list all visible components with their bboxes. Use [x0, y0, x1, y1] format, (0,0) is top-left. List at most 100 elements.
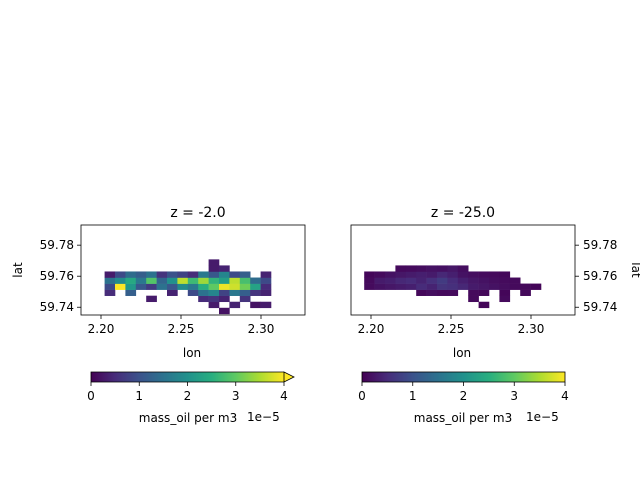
heatmap-cell	[250, 277, 261, 284]
heatmap-cell	[198, 295, 209, 303]
heatmap-cell	[468, 277, 479, 284]
heatmap-cell	[374, 283, 386, 290]
x-tick-label: 2.30	[518, 322, 545, 336]
colorbar-2: 0 1 2 3 4 mass_oil per m3 1e−5	[358, 371, 569, 425]
heatmap-cell	[520, 283, 531, 290]
heatmap-cell	[447, 265, 459, 272]
x-axis-label: lon	[183, 346, 201, 360]
heatmap-cell	[219, 265, 230, 272]
heatmap-cell	[208, 277, 220, 284]
heatmap-cell	[104, 271, 116, 278]
heatmap-cell	[499, 277, 511, 284]
heatmap-cell	[208, 265, 220, 272]
heatmap-cell	[229, 289, 241, 296]
heatmap-cell	[229, 277, 241, 284]
heatmap-cell	[416, 277, 427, 284]
heatmap-cell	[416, 283, 427, 290]
heatmap-cell	[260, 277, 272, 284]
heatmap-cell	[156, 283, 168, 290]
colorbar-label: mass_oil per m3	[139, 411, 237, 425]
heatmap-cell	[219, 277, 230, 284]
heatmap-cell	[135, 283, 147, 290]
heatmap-cell	[468, 271, 479, 278]
heatmap-cell	[239, 283, 251, 290]
colorbar-gradient	[361, 371, 566, 383]
y-axis-label: lat	[11, 262, 25, 278]
panel-title: z = -25.0	[431, 205, 495, 221]
heatmap-cell	[167, 283, 178, 290]
panel-title: z = -2.0	[170, 205, 225, 221]
heatmap-cell	[125, 271, 137, 278]
y-axis-label: lat	[629, 262, 640, 278]
heatmap-cell	[499, 289, 511, 296]
heatmap-cell	[208, 283, 220, 290]
heatmap-cell	[395, 265, 407, 272]
heatmap-cell	[250, 301, 261, 309]
heatmap-cell	[198, 289, 209, 296]
heatmap-cell	[135, 271, 147, 278]
heatmap-cell	[146, 271, 157, 278]
heatmap-cell	[478, 283, 490, 290]
heatmap-cell	[156, 277, 168, 284]
heatmap-cell	[198, 277, 209, 284]
heatmap-cell	[457, 277, 469, 284]
colorbar-tick-label: 0	[87, 389, 95, 403]
heatmap-cell	[468, 283, 479, 290]
panel-z-25: z = -25.0 2.20 2.25 2.30 59.74 59.76 59.78 l…	[350, 205, 640, 360]
x-tick-label: 2.20	[88, 322, 115, 336]
heatmap-cell	[208, 271, 220, 278]
colorbar-tick-label: 4	[561, 389, 569, 403]
heatmap-cell	[364, 283, 375, 290]
heatmap-cell	[167, 289, 178, 296]
heatmap-cell	[416, 289, 427, 296]
heatmap-cell	[115, 277, 126, 284]
colorbar-tick-label: 2	[184, 389, 192, 403]
heatmap-cell	[499, 295, 511, 303]
x-tick-label: 2.25	[168, 322, 195, 336]
colorbar-tick-label: 1	[409, 389, 417, 403]
heatmap-cell	[385, 283, 396, 290]
colorbar-extend-arrow	[283, 371, 295, 383]
heatmap-cell	[447, 283, 459, 290]
heatmap-cell	[457, 265, 469, 272]
heatmap-cell	[509, 283, 521, 290]
heatmap-cell	[167, 277, 178, 284]
heatmap-cell	[478, 289, 490, 296]
heatmap-cell	[125, 283, 137, 290]
heatmap-cell	[219, 295, 230, 303]
heatmap-cell	[239, 271, 251, 278]
heatmap-cell	[447, 271, 459, 278]
y-tick-label: 59.76	[583, 269, 617, 283]
heatmap-cell	[499, 283, 511, 290]
heatmap-cell	[426, 289, 438, 296]
colorbar-offset-text: 1e−5	[526, 410, 559, 424]
heatmap-cell	[426, 271, 438, 278]
heatmap-cell	[187, 277, 199, 284]
x-tick-label: 2.25	[438, 322, 465, 336]
heatmap-cell	[468, 289, 479, 296]
heatmap-cell	[115, 271, 126, 278]
heatmap-cell	[437, 265, 448, 272]
heatmap-cell	[426, 265, 438, 272]
heatmap-cell	[177, 271, 189, 278]
x-axis-ticks: 2.20 2.25 2.30	[88, 315, 274, 336]
heatmap-cell	[426, 277, 438, 284]
heatmap-cell	[478, 271, 490, 278]
heatmap-cell	[187, 271, 199, 278]
colorbar-tick-label: 3	[510, 389, 518, 403]
colorbar-gradient	[91, 372, 284, 382]
heatmap-cell	[239, 295, 251, 303]
heatmap-cell	[219, 307, 230, 315]
heatmap-cell	[208, 295, 220, 303]
heatmap-cell	[146, 295, 157, 303]
heatmap-cell	[177, 277, 189, 284]
heatmap-cell	[260, 283, 272, 290]
heatmap-cell	[374, 277, 386, 284]
heatmap-cell	[146, 283, 157, 290]
heatmap-cell	[125, 289, 137, 296]
plot-frame	[80, 224, 306, 316]
heatmap-cell	[219, 283, 230, 290]
colorbar-tick-label: 2	[460, 389, 468, 403]
x-axis-label: lon	[453, 346, 471, 360]
